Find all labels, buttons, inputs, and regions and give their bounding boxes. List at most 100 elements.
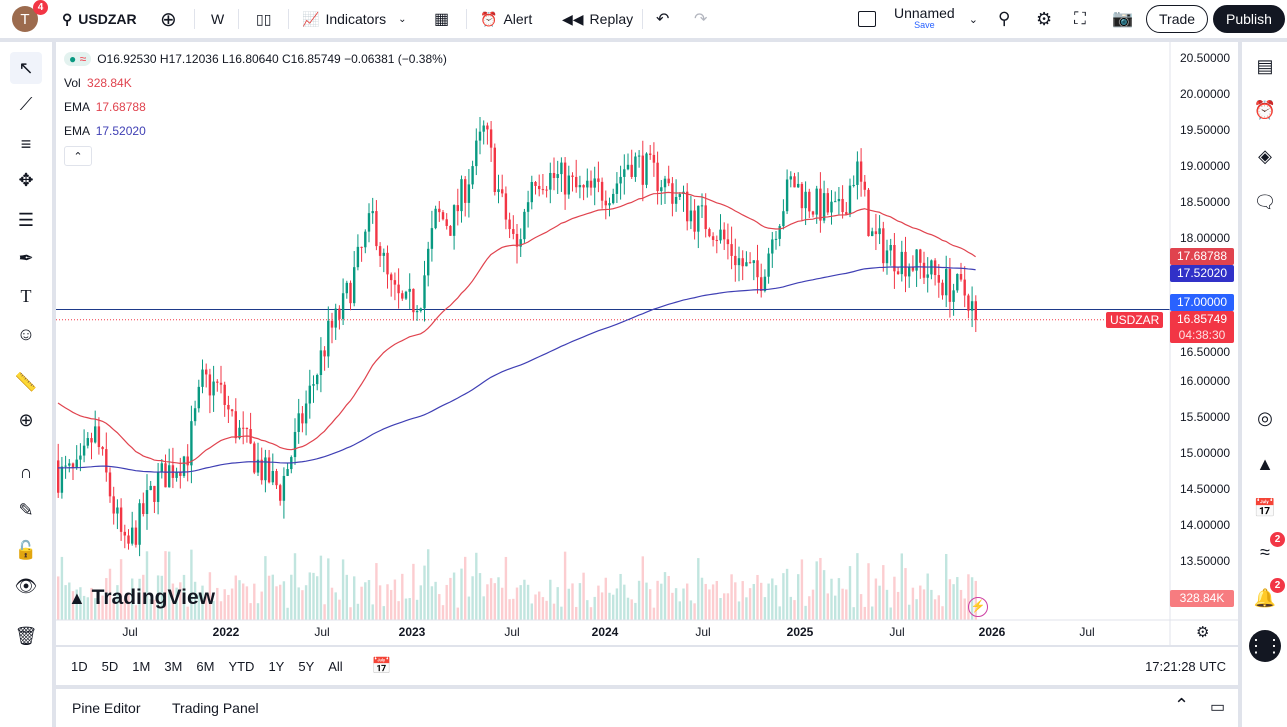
candle-body bbox=[800, 183, 804, 209]
chat-icon[interactable]: 🗨 bbox=[1253, 191, 1277, 212]
candle-body bbox=[508, 219, 511, 230]
volume-legend[interactable]: Vol 328.84K bbox=[64, 76, 132, 90]
candle-body bbox=[671, 183, 674, 204]
candle-body bbox=[756, 260, 759, 278]
candle-body bbox=[208, 374, 212, 396]
range-6m[interactable]: 6M bbox=[196, 658, 215, 674]
horizontal-lines-icon[interactable]: ≡ bbox=[20, 133, 32, 154]
fullscreen-icon[interactable]: ⛶ bbox=[1074, 9, 1086, 28]
candle-body bbox=[149, 485, 152, 491]
replay-button[interactable]: ◀◀ Replay bbox=[562, 10, 634, 28]
emoji-icon[interactable]: ☺ bbox=[16, 323, 36, 344]
notifications-bell-icon[interactable]: 🔔 2 bbox=[1251, 578, 1285, 612]
range-3m[interactable]: 3M bbox=[164, 658, 183, 674]
volume-bar bbox=[112, 599, 115, 620]
fib-icon[interactable]: ☰ bbox=[17, 209, 35, 230]
symbol-search[interactable]: ⚲ USDZAR bbox=[62, 10, 137, 28]
lock-drawing-icon[interactable]: ✎ bbox=[18, 499, 34, 520]
magnet-icon[interactable]: ∩ bbox=[19, 461, 33, 482]
range-1d[interactable]: 1D bbox=[71, 658, 88, 674]
volume-bar bbox=[264, 556, 267, 620]
camera-icon[interactable]: 📷 bbox=[1112, 9, 1134, 28]
volume-bar bbox=[760, 582, 763, 620]
candle-body bbox=[97, 426, 101, 448]
chevron-up-icon[interactable]: ⌃ bbox=[1174, 695, 1190, 715]
collapse-legend-button[interactable]: ⌃ bbox=[64, 146, 92, 166]
lock-icon[interactable]: 🔓 bbox=[14, 539, 38, 560]
trade-button[interactable]: Trade bbox=[1146, 5, 1209, 33]
candle-body bbox=[234, 411, 237, 439]
clock-timezone[interactable]: 17:21:28 UTC bbox=[1145, 658, 1226, 674]
candle-body bbox=[253, 443, 256, 473]
volume-bar bbox=[478, 573, 482, 620]
range-1y[interactable]: 1Y bbox=[268, 658, 285, 674]
range-ytd[interactable]: YTD bbox=[228, 658, 255, 674]
axis-settings-icon[interactable]: ⚙ bbox=[1196, 624, 1210, 641]
zoom-in-icon[interactable]: ⊕ bbox=[18, 409, 34, 430]
candle-body bbox=[356, 246, 360, 268]
pine-editor-tab[interactable]: Pine Editor bbox=[72, 700, 141, 716]
candle-body bbox=[560, 162, 563, 175]
volume-bar bbox=[711, 584, 715, 620]
calendar-icon[interactable]: 📅 bbox=[1253, 497, 1277, 518]
candle-body bbox=[223, 384, 226, 405]
cursor-icon[interactable]: ↖ bbox=[10, 52, 42, 84]
trendline-icon[interactable]: ⟋ bbox=[19, 93, 33, 114]
ema-slow-legend[interactable]: EMA 17.52020 bbox=[64, 124, 146, 138]
publish-button[interactable]: Publish bbox=[1213, 5, 1285, 33]
ideas-stream-icon[interactable]: ≈2 bbox=[1251, 532, 1285, 566]
redo-icon[interactable]: ↷ bbox=[694, 11, 708, 28]
target-icon[interactable]: ◎ bbox=[1257, 407, 1273, 428]
chart-pane[interactable]: ● ≈ O16.92530 H17.12036 L16.80640 C16.857… bbox=[56, 42, 1238, 645]
undo-icon[interactable]: ↶ bbox=[656, 11, 670, 28]
text-icon[interactable]: T bbox=[20, 285, 32, 306]
candle-body bbox=[86, 438, 89, 446]
layout-menu[interactable]: Unnamed Save ⌄ bbox=[858, 0, 978, 38]
trading-panel-tab[interactable]: Trading Panel bbox=[172, 700, 259, 716]
pattern-icon[interactable]: ✥ bbox=[18, 169, 34, 190]
pyramid-icon[interactable]: ▲ bbox=[1256, 453, 1274, 474]
quick-search-icon[interactable]: ⚲ bbox=[998, 9, 1011, 28]
maximize-panel-icon[interactable]: ▭ bbox=[1210, 699, 1226, 716]
candle-body bbox=[427, 248, 430, 276]
candle-body bbox=[686, 191, 689, 222]
settings-icon[interactable]: ⚙ bbox=[1036, 8, 1053, 29]
volume-bar bbox=[60, 556, 64, 620]
interval-button[interactable]: W bbox=[211, 11, 225, 27]
price-tick: 18.50000 bbox=[1180, 194, 1231, 209]
brush-icon[interactable]: ✒ bbox=[18, 247, 34, 268]
templates-icon[interactable]: ▦ bbox=[434, 11, 450, 28]
trash-icon[interactable]: 🗑 bbox=[14, 625, 38, 646]
volume-bar bbox=[201, 585, 204, 620]
candle-body bbox=[94, 426, 97, 443]
add-symbol-icon[interactable]: ⊕ bbox=[160, 8, 177, 31]
range-all[interactable]: All bbox=[328, 658, 343, 674]
eye-icon[interactable]: 👁 bbox=[14, 575, 38, 596]
candle-body bbox=[197, 386, 200, 409]
candles-icon[interactable]: ▯▯ bbox=[256, 10, 272, 27]
layers-icon[interactable]: ◈ bbox=[1258, 145, 1272, 166]
alerts-clock-icon[interactable]: ⏰ bbox=[1253, 99, 1277, 120]
volume-bar bbox=[401, 573, 404, 620]
volume-bar bbox=[948, 579, 952, 620]
candle-body bbox=[131, 527, 134, 544]
volume-bar bbox=[360, 586, 363, 620]
volume-bar bbox=[386, 584, 389, 620]
ema-fast-legend[interactable]: EMA 17.68788 bbox=[64, 100, 146, 114]
range-1m[interactable]: 1M bbox=[132, 658, 151, 674]
alert-button[interactable]: ⏰ Alert bbox=[480, 10, 533, 28]
goto-date-icon[interactable]: 📅 bbox=[371, 658, 392, 675]
range-5y[interactable]: 5Y bbox=[298, 658, 315, 674]
range-5d[interactable]: 5D bbox=[101, 658, 119, 674]
ruler-icon[interactable]: 📏 bbox=[14, 371, 38, 392]
indicators-button[interactable]: 📈 Indicators ⌄ bbox=[302, 10, 407, 28]
watchlist-icon[interactable]: ▤ bbox=[1256, 55, 1274, 76]
price-chart[interactable] bbox=[56, 42, 1238, 645]
lightning-icon[interactable]: ⚡ bbox=[968, 597, 988, 617]
volume-bar bbox=[441, 605, 445, 620]
candle-body bbox=[190, 421, 193, 466]
volume-bar bbox=[349, 607, 352, 620]
apps-grid-icon[interactable]: ⋮⋮ bbox=[1247, 630, 1283, 662]
